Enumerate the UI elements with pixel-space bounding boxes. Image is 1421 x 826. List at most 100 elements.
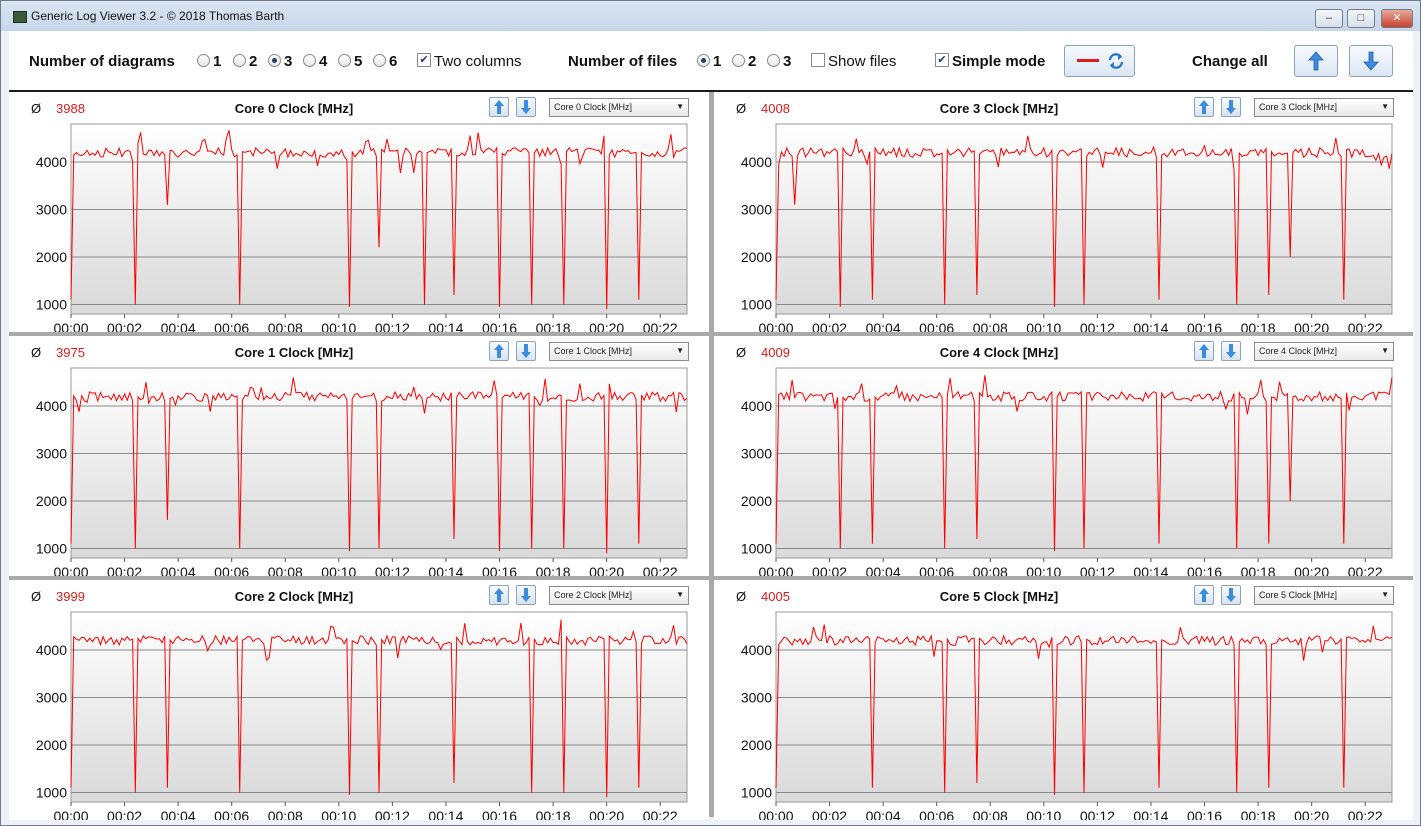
chevron-down-icon: ▼ xyxy=(676,346,684,355)
x-tick-label: 00:12 xyxy=(1080,564,1115,576)
refresh-icon xyxy=(1108,53,1124,69)
title-bar[interactable]: Generic Log Viewer 3.2 - © 2018 Thomas B… xyxy=(1,1,1420,31)
diagrams-radio-5[interactable] xyxy=(338,54,351,67)
change-all-up-button[interactable] xyxy=(1294,45,1338,77)
files-radio-2[interactable] xyxy=(732,54,745,67)
simple-mode-checkbox[interactable]: ✔ xyxy=(935,53,949,67)
panel-down-button[interactable] xyxy=(1221,341,1241,361)
series-line xyxy=(70,619,688,798)
diagrams-radio-4[interactable] xyxy=(303,54,316,67)
series-select[interactable]: Core 5 Clock [MHz] ▼ xyxy=(1254,586,1394,605)
panel-up-button[interactable] xyxy=(489,97,509,117)
panel-down-button[interactable] xyxy=(1221,97,1241,117)
series-select[interactable]: Core 4 Clock [MHz] ▼ xyxy=(1254,342,1394,361)
panel-up-button[interactable] xyxy=(489,585,509,605)
chart-panel-4: Ø 3999 Core 2 Clock [MHz] Core 2 Clock [… xyxy=(9,580,708,820)
x-tick-label: 00:00 xyxy=(53,808,88,820)
x-tick-label: 00:22 xyxy=(643,808,678,820)
x-tick-label: 00:12 xyxy=(1080,320,1115,332)
simple-mode-label: Simple mode xyxy=(952,53,1046,70)
series-select[interactable]: Core 2 Clock [MHz] ▼ xyxy=(549,586,689,605)
num-diagrams-label: Number of diagrams xyxy=(29,53,175,70)
show-files-label: Show files xyxy=(828,53,897,70)
x-tick-label: 00:16 xyxy=(482,564,517,576)
x-tick-label: 00:22 xyxy=(643,320,678,332)
show-files-checkbox[interactable] xyxy=(811,53,825,67)
panel-title: Core 1 Clock [MHz] xyxy=(234,345,354,360)
arrow-down-icon xyxy=(1226,588,1236,602)
minimize-button[interactable]: – xyxy=(1315,9,1343,28)
row-splitter-2[interactable] xyxy=(9,576,1413,580)
panel-down-button[interactable] xyxy=(516,97,536,117)
x-tick-label: 00:02 xyxy=(107,808,142,820)
x-tick-label: 00:02 xyxy=(107,564,142,576)
change-all-down-button[interactable] xyxy=(1349,45,1393,77)
panel-title: Core 5 Clock [MHz] xyxy=(939,589,1059,604)
chart-panel-3: Ø 4009 Core 4 Clock [MHz] Core 4 Clock [… xyxy=(714,336,1413,576)
x-tick-label: 00:20 xyxy=(1294,320,1329,332)
chart-panel-5: Ø 4005 Core 5 Clock [MHz] Core 5 Clock [… xyxy=(714,580,1413,820)
y-tick-label: 1000 xyxy=(36,785,67,801)
panel-up-button[interactable] xyxy=(1194,585,1214,605)
x-tick-label: 00:04 xyxy=(161,564,196,576)
x-tick-label: 00:06 xyxy=(214,320,249,332)
series-line xyxy=(775,375,1393,551)
files-radio-1-label: 1 xyxy=(713,53,722,70)
average-symbol: Ø xyxy=(736,589,747,604)
average-symbol: Ø xyxy=(31,589,42,604)
chevron-down-icon: ▼ xyxy=(1381,590,1389,599)
x-tick-label: 00:00 xyxy=(758,320,793,332)
x-tick-label: 00:00 xyxy=(758,808,793,820)
close-button[interactable]: ✕ xyxy=(1381,9,1413,28)
x-tick-label: 00:12 xyxy=(375,320,410,332)
y-tick-label: 3000 xyxy=(741,446,772,462)
y-tick-label: 3000 xyxy=(741,690,772,706)
x-tick-label: 00:12 xyxy=(1080,808,1115,820)
line-chart: 1000 2000 3000 4000 00:00 00:02 00:04 00:06 00:0… xyxy=(36,367,688,576)
files-radio-3-label: 3 xyxy=(783,53,792,70)
series-select[interactable]: Core 3 Clock [MHz] ▼ xyxy=(1254,98,1394,117)
line-style-button[interactable] xyxy=(1064,45,1135,77)
line-chart: 1000 2000 3000 4000 00:00 00:02 00:04 00:06 00:0… xyxy=(741,611,1393,820)
panel-down-button[interactable] xyxy=(516,585,536,605)
diagrams-radio-1-label: 1 xyxy=(213,53,222,70)
row-splitter-1[interactable] xyxy=(9,332,1413,336)
arrow-up-icon xyxy=(1199,588,1209,602)
diagrams-radio-5-label: 5 xyxy=(354,53,363,70)
x-tick-label: 00:04 xyxy=(866,564,901,576)
files-radio-3[interactable] xyxy=(767,54,780,67)
y-tick-label: 2000 xyxy=(36,249,67,265)
panel-up-button[interactable] xyxy=(1194,97,1214,117)
diagrams-radio-6[interactable] xyxy=(373,54,386,67)
series-select[interactable]: Core 0 Clock [MHz] ▼ xyxy=(549,98,689,117)
diagrams-radio-3[interactable] xyxy=(268,54,281,67)
average-value: 4005 xyxy=(761,589,790,604)
panel-up-button[interactable] xyxy=(489,341,509,361)
x-tick-label: 00:00 xyxy=(53,320,88,332)
x-tick-label: 00:18 xyxy=(1241,808,1276,820)
average-symbol: Ø xyxy=(736,101,747,116)
arrow-down-icon xyxy=(1363,51,1379,71)
x-tick-label: 00:06 xyxy=(214,564,249,576)
files-radio-1[interactable] xyxy=(697,54,710,67)
diagrams-radio-2[interactable] xyxy=(233,54,246,67)
x-tick-label: 00:02 xyxy=(107,320,142,332)
x-tick-label: 00:20 xyxy=(589,320,624,332)
maximize-button[interactable]: □ xyxy=(1347,9,1375,28)
arrow-up-icon xyxy=(1199,344,1209,358)
x-tick-label: 00:20 xyxy=(589,564,624,576)
x-tick-label: 00:04 xyxy=(866,808,901,820)
y-tick-label: 2000 xyxy=(36,737,67,753)
series-select[interactable]: Core 1 Clock [MHz] ▼ xyxy=(549,342,689,361)
panel-up-button[interactable] xyxy=(1194,341,1214,361)
column-splitter[interactable] xyxy=(709,92,714,817)
panel-down-button[interactable] xyxy=(516,341,536,361)
two-columns-checkbox[interactable]: ✔ xyxy=(417,53,431,67)
red-line-icon xyxy=(1077,59,1099,62)
diagrams-radio-1[interactable] xyxy=(197,54,210,67)
panel-down-button[interactable] xyxy=(1221,585,1241,605)
y-tick-label: 4000 xyxy=(741,154,772,170)
x-tick-label: 00:14 xyxy=(428,564,463,576)
x-tick-label: 00:08 xyxy=(268,320,303,332)
